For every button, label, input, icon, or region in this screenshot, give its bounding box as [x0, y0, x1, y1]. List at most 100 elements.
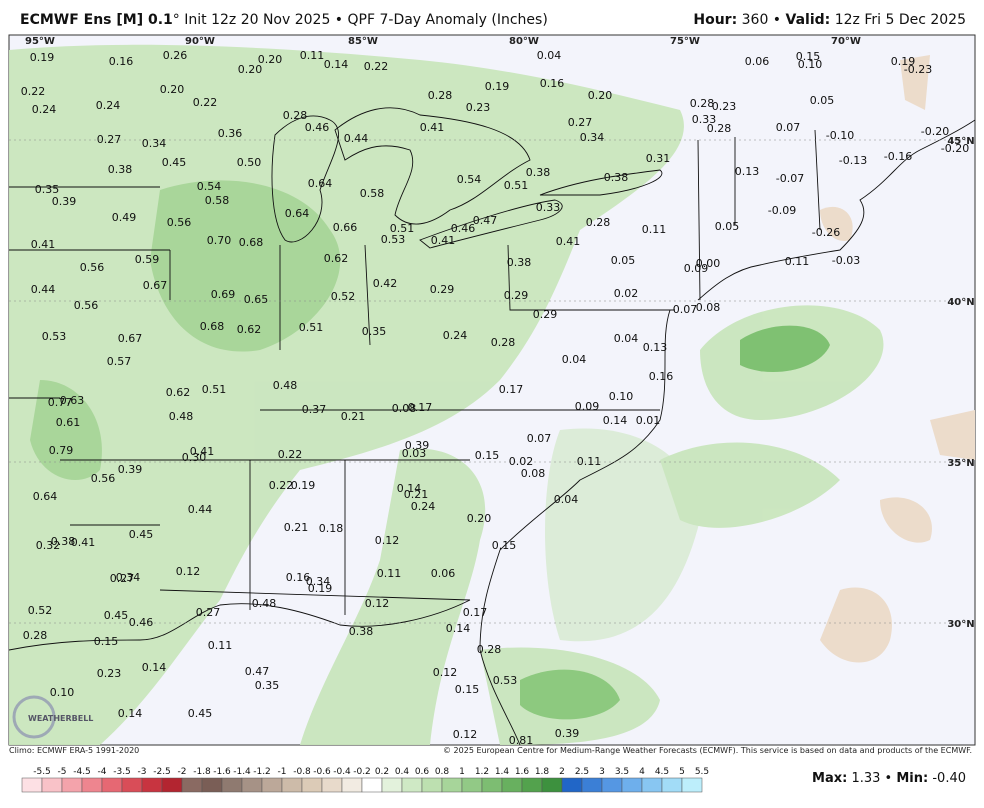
point-value: 0.34	[142, 137, 167, 150]
point-value: 0.54	[197, 180, 222, 193]
point-value: -0.23	[904, 63, 932, 76]
point-value: 0.21	[284, 521, 309, 534]
point-value: 0.00	[696, 257, 721, 270]
point-value: 0.28	[477, 643, 502, 656]
colorbar-swatch	[421, 777, 443, 793]
point-value: 0.11	[785, 255, 810, 268]
lon-label: 95°W	[25, 36, 55, 47]
point-value: 0.11	[208, 639, 233, 652]
point-value: 0.39	[118, 463, 143, 476]
point-value: 0.19	[30, 51, 55, 64]
colorbar-swatch	[41, 777, 63, 793]
colorbar-label: 0.2	[375, 767, 389, 777]
point-value: 0.22	[278, 448, 303, 461]
point-value: 0.24	[32, 103, 57, 116]
point-value: 0.41	[190, 445, 215, 458]
colorbar-label: 1.4	[495, 767, 510, 777]
point-value: 0.47	[245, 665, 270, 678]
point-value: 0.26	[163, 49, 188, 62]
point-value: 0.27	[196, 606, 221, 619]
point-value: 0.10	[50, 686, 75, 699]
point-value: 0.15	[455, 683, 480, 696]
point-value: 0.09	[575, 400, 600, 413]
point-value: 0.46	[129, 616, 154, 629]
point-value: 0.54	[457, 173, 482, 186]
point-value: 0.45	[162, 156, 187, 169]
point-value: 0.45	[104, 609, 129, 622]
point-value: 0.41	[420, 121, 445, 134]
point-value: 0.32	[36, 539, 61, 552]
valid: 12z Fri 5 Dec 2025	[830, 12, 966, 28]
point-value: 0.19	[891, 55, 916, 68]
point-value: -0.13	[839, 154, 867, 167]
colorbar-swatch	[81, 777, 103, 793]
colorbar-swatch	[361, 777, 383, 793]
colorbar-label: 3	[599, 767, 605, 777]
point-value: 0.61	[56, 416, 81, 429]
point-value: 0.06	[431, 567, 456, 580]
colorbar-label: -1.2	[253, 767, 271, 777]
colorbar-label: 1	[459, 767, 465, 777]
colorbar-label: -0.6	[313, 767, 331, 777]
point-value: 0.05	[611, 254, 636, 267]
point-value: 0.14	[118, 707, 143, 720]
point-value: 0.49	[112, 211, 137, 224]
colorbar-swatch	[241, 777, 263, 793]
colorbar-swatch	[601, 777, 623, 793]
boundaries	[8, 107, 976, 746]
point-value: 0.13	[735, 165, 760, 178]
colorbar-swatch	[121, 777, 143, 793]
point-value: 0.11	[642, 223, 667, 236]
point-value: 0.17	[499, 383, 524, 396]
point-value: 0.79	[49, 444, 74, 457]
point-value: -0.20	[941, 142, 969, 155]
point-value: 0.56	[74, 299, 99, 312]
colorbar-swatch	[461, 777, 483, 793]
point-value: 0.28	[283, 109, 308, 122]
point-value: 0.56	[91, 472, 116, 485]
lon-label: 80°W	[509, 36, 539, 47]
point-value: 0.23	[712, 100, 737, 113]
point-value: 0.14	[446, 622, 471, 635]
point-value: 0.64	[33, 490, 58, 503]
lat-label: 45°N	[947, 136, 974, 147]
point-value: 0.20	[467, 512, 492, 525]
colorbar-swatch	[261, 777, 283, 793]
colorbar-label: -1.4	[233, 767, 251, 777]
colorbar-swatch	[581, 777, 603, 793]
point-value: 0.07	[673, 303, 698, 316]
point-value: 0.08	[521, 467, 546, 480]
lon-label: 75°W	[670, 36, 700, 47]
point-value: 0.28	[491, 336, 516, 349]
point-value: 0.44	[31, 283, 56, 296]
colorbar-swatch	[621, 777, 643, 793]
point-value: 0.38	[349, 625, 374, 638]
anomaly-shading-strong	[30, 180, 830, 720]
point-value: 0.19	[291, 479, 316, 492]
point-value: 0.08	[392, 402, 417, 415]
point-value: 0.17	[463, 606, 488, 619]
point-value: 0.04	[537, 49, 562, 62]
point-value: 0.53	[42, 330, 67, 343]
point-value: 0.52	[28, 604, 53, 617]
colorbar-swatch	[561, 777, 583, 793]
colorbar-label: -4.5	[73, 767, 91, 777]
point-value: 0.38	[51, 535, 76, 548]
point-value: 0.41	[556, 235, 581, 248]
point-value: 0.08	[696, 301, 721, 314]
point-value: 0.62	[237, 323, 262, 336]
point-value: 0.24	[443, 329, 468, 342]
point-value: 0.56	[80, 261, 105, 274]
point-value: 0.59	[135, 253, 160, 266]
point-value: 0.64	[308, 177, 333, 190]
point-value: 0.67	[143, 279, 168, 292]
point-value: 0.67	[118, 332, 143, 345]
colorbar-label: 1.6	[515, 767, 530, 777]
colorbar-swatch	[301, 777, 323, 793]
point-value: 0.68	[239, 236, 264, 249]
point-value: 0.09	[684, 262, 709, 275]
point-value: 0.27	[110, 572, 135, 585]
point-value: 0.28	[586, 216, 611, 229]
point-value: 0.41	[31, 238, 56, 251]
climo: Climo: ECMWF ERA-5 1991-2020	[9, 746, 140, 755]
